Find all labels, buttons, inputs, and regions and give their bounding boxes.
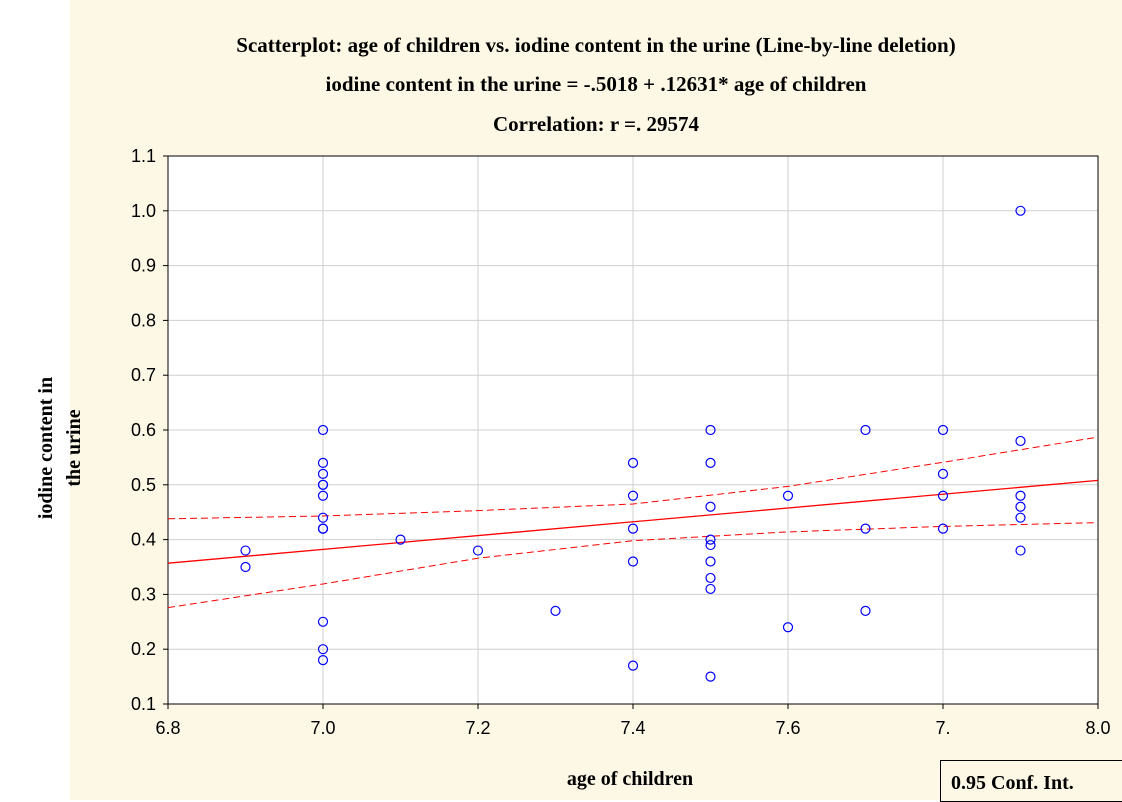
data-point <box>627 457 639 468</box>
y-axis-label: iodine content in the urine <box>32 248 88 648</box>
data-point <box>317 644 329 655</box>
data-point <box>1015 512 1026 523</box>
data-point <box>705 556 716 567</box>
data-point <box>937 424 949 436</box>
data-point <box>317 457 329 468</box>
data-point <box>1015 490 1026 501</box>
data-point <box>317 468 329 479</box>
chart-title-line-3: Correlation: r =. 29574 <box>493 112 699 136</box>
data-point <box>937 490 949 501</box>
x-tick-label: 6.8 <box>155 718 180 738</box>
data-point <box>1015 205 1026 216</box>
regression-line <box>167 479 1099 564</box>
data-point <box>860 523 871 534</box>
data-point <box>705 572 716 584</box>
legend-conf-int: 0.95 Conf. Int. <box>940 760 1122 802</box>
y-tick-label: 0.7 <box>131 365 156 385</box>
y-tick-label: 0.8 <box>131 310 156 330</box>
data-point <box>395 534 406 545</box>
chart-title-line-1: Scatterplot: age of children vs. iodine … <box>236 33 956 57</box>
y-tick-label: 0.1 <box>131 694 156 714</box>
data-point <box>705 457 716 468</box>
x-tick-label: 7.2 <box>465 718 490 738</box>
y-tick-label: 0.4 <box>131 530 156 550</box>
y-tick-label: 0.9 <box>131 256 156 276</box>
x-axis-label: age of children <box>566 768 694 790</box>
chart-title-line-2: iodine content in the urine = -.5018 + .… <box>325 72 867 96</box>
data-point <box>1015 435 1026 447</box>
data-point <box>937 468 949 479</box>
data-point <box>705 534 716 545</box>
data-point <box>1015 545 1026 556</box>
data-point <box>317 490 329 501</box>
x-tick-label: 7.6 <box>775 718 800 738</box>
data-point <box>705 671 716 682</box>
data-point <box>317 512 329 523</box>
data-point <box>317 523 329 534</box>
data-point <box>937 523 949 534</box>
y-tick-label: 0.2 <box>131 639 156 659</box>
y-tick-label: 0.3 <box>131 584 156 604</box>
y-tick-label: 0.6 <box>131 420 156 440</box>
data-point <box>240 545 251 556</box>
data-point <box>627 556 639 567</box>
x-tick-label: 7.4 <box>620 718 645 738</box>
y-axis-label-line-1: iodine content in <box>35 376 57 520</box>
y-axis-label-line-2: the urine <box>63 409 85 487</box>
data-point <box>782 490 794 501</box>
data-point <box>782 622 794 633</box>
data-point <box>705 424 716 436</box>
ci-upper-line <box>167 436 1099 520</box>
data-point <box>1015 501 1026 512</box>
data-point <box>317 479 329 490</box>
data-point <box>705 583 716 595</box>
data-point <box>472 545 484 556</box>
ci-lower-line <box>167 522 1099 609</box>
data-point <box>627 660 639 671</box>
data-point <box>860 605 871 616</box>
y-tick-label: 0.5 <box>131 475 156 495</box>
data-point <box>317 424 329 436</box>
y-tick-label: 1.1 <box>131 146 156 166</box>
data-point <box>627 523 639 534</box>
x-tick-label: 7. <box>935 718 950 738</box>
x-tick-label: 8.0 <box>1085 718 1110 738</box>
data-point <box>860 424 871 436</box>
data-point <box>317 655 329 666</box>
data-point <box>550 605 561 616</box>
y-tick-label: 1.0 <box>131 201 156 221</box>
data-point <box>627 490 639 501</box>
data-point <box>705 539 716 551</box>
data-point <box>317 616 329 627</box>
x-tick-label: 7.0 <box>310 718 335 738</box>
data-point <box>240 561 251 573</box>
data-point <box>705 501 716 512</box>
